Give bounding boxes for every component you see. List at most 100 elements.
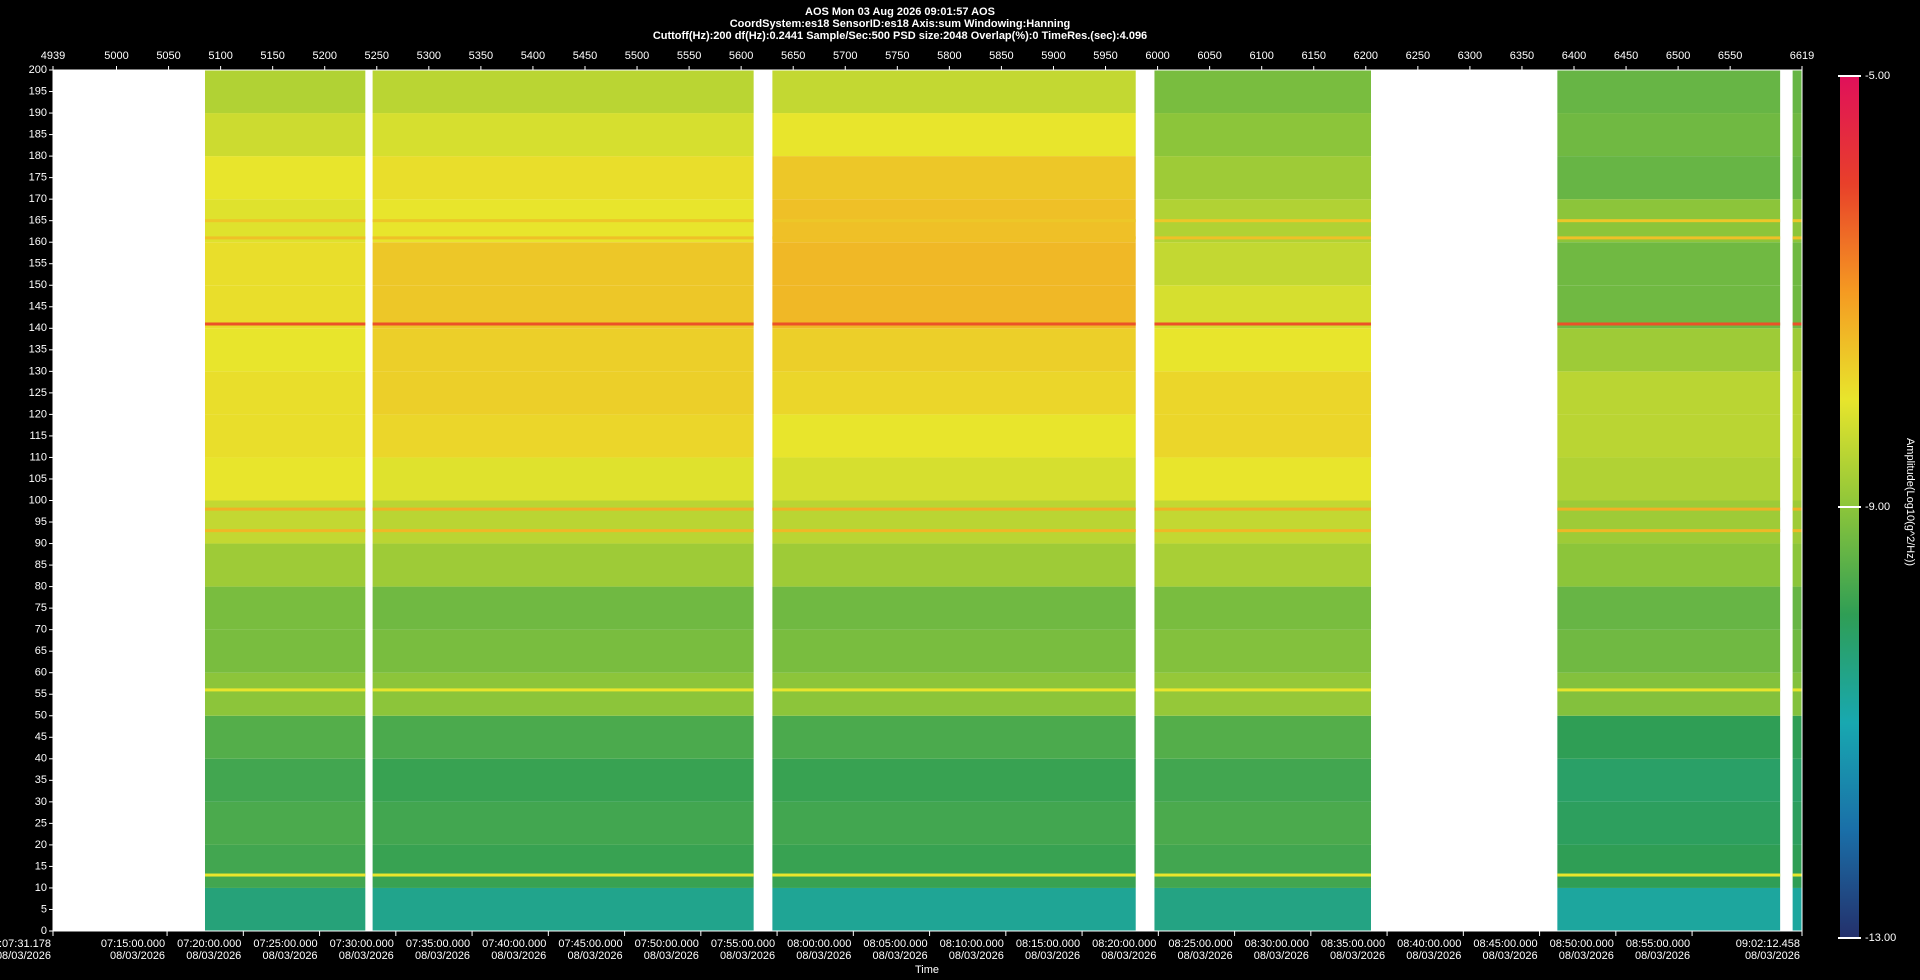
spectral-line <box>772 322 1136 326</box>
heatmap-cell <box>772 371 1136 415</box>
spectral-line <box>1557 688 1781 692</box>
heatmap-cell <box>1557 70 1781 114</box>
heatmap-cell <box>372 328 754 372</box>
heatmap-cell <box>1557 758 1781 802</box>
y-tick-label: 155 <box>29 258 47 270</box>
heatmap-cell <box>1154 629 1371 673</box>
heatmap-cell <box>204 672 366 716</box>
heatmap-cell <box>1792 672 1802 716</box>
x2-tick-date: 08/03/2026 <box>949 950 1004 962</box>
y-tick-label: 180 <box>29 150 47 162</box>
x2-tick-label: 07:20:00.000 <box>177 938 241 950</box>
y-tick-label: 50 <box>35 710 47 722</box>
x-tick-label: 6550 <box>1718 50 1742 62</box>
y-tick-label: 55 <box>35 688 47 700</box>
heatmap-cell <box>1792 887 1802 931</box>
x-tick-label: 6100 <box>1249 50 1273 62</box>
heatmap-cell <box>372 801 754 845</box>
heatmap-cell <box>1792 629 1802 673</box>
heatmap-cell <box>1154 285 1371 329</box>
x2-tick-date: 08/03/2026 <box>1101 950 1156 962</box>
spectral-line <box>204 873 366 877</box>
x2-tick-label: 07:30:00.000 <box>330 938 394 950</box>
x-tick-label: 6450 <box>1614 50 1638 62</box>
x-tick-label: 5700 <box>833 50 857 62</box>
heatmap-cell <box>772 586 1136 630</box>
x-tick-label: 6050 <box>1197 50 1221 62</box>
heatmap-cell <box>1154 801 1371 845</box>
x2-tick-date: 08/03/2026 <box>1406 950 1461 962</box>
spectral-line <box>1154 236 1371 240</box>
x-tick-label: 6300 <box>1458 50 1482 62</box>
y-tick-label: 120 <box>29 408 47 420</box>
x-tick-label: 6250 <box>1406 50 1430 62</box>
spectral-line <box>372 688 754 692</box>
x-tick-label: 5100 <box>208 50 232 62</box>
x2-tick-date: 08/03/2026 <box>110 950 165 962</box>
spectral-line <box>204 236 366 240</box>
heatmap-cell <box>372 672 754 716</box>
spectral-line <box>1557 322 1781 326</box>
y-tick-label: 140 <box>29 322 47 334</box>
heatmap-cell <box>772 801 1136 845</box>
x-tick-label: 5850 <box>989 50 1013 62</box>
heatmap-cell <box>372 543 754 587</box>
heatmap-cell <box>1792 801 1802 845</box>
x-tick-label: 5950 <box>1093 50 1117 62</box>
heatmap-cell <box>1557 371 1781 415</box>
x2-tick-date: 08/03/2026 <box>1559 950 1614 962</box>
y-tick-label: 5 <box>41 903 47 915</box>
heatmap-cell <box>372 586 754 630</box>
x-tick-label: 4939 <box>41 50 65 62</box>
heatmap-cell <box>372 371 754 415</box>
x-axis-label: Time <box>915 964 939 976</box>
heatmap-cell <box>1557 113 1781 157</box>
heatmap-cell <box>372 715 754 759</box>
heatmap-cell <box>204 113 366 157</box>
heatmap-cell <box>1557 414 1781 458</box>
heatmap-cell <box>1557 457 1781 501</box>
x2-tick-date: 08/03/2026 <box>1178 950 1233 962</box>
heatmap-cell <box>372 844 754 888</box>
y-tick-label: 105 <box>29 473 47 485</box>
y-tick-label: 80 <box>35 581 47 593</box>
spectral-line <box>1557 219 1781 223</box>
y-tick-label: 190 <box>29 107 47 119</box>
heatmap-cell <box>772 715 1136 759</box>
x-tick-label: 5500 <box>625 50 649 62</box>
x-tick-label: 5300 <box>417 50 441 62</box>
heatmap-cell <box>1557 672 1781 716</box>
heatmap-cell <box>204 758 366 802</box>
heatmap-cell <box>372 457 754 501</box>
x2-tick-label: 08:45:00.000 <box>1473 938 1537 950</box>
heatmap-cell <box>1792 414 1802 458</box>
heatmap-cell <box>1792 715 1802 759</box>
spectral-line <box>772 873 1136 877</box>
heatmap-cell <box>1557 242 1781 286</box>
heatmap-cell <box>1154 586 1371 630</box>
spectral-line <box>1154 322 1371 326</box>
heatmap-cell <box>772 414 1136 458</box>
heatmap-cell <box>1154 672 1371 716</box>
x-tick-label: 5800 <box>937 50 961 62</box>
heatmap-cell <box>772 758 1136 802</box>
spectral-line <box>372 219 754 223</box>
x2-tick-label: 07:25:00.000 <box>253 938 317 950</box>
heatmap-cell <box>372 414 754 458</box>
spectral-line <box>1792 236 1802 240</box>
heatmap-cell <box>1792 285 1802 329</box>
heatmap-cell <box>204 457 366 501</box>
heatmap-cell <box>372 156 754 200</box>
y-tick-label: 125 <box>29 387 47 399</box>
x-tick-label: 5050 <box>156 50 180 62</box>
x2-tick-label: 07:07:31.178 <box>0 938 51 950</box>
spectral-line <box>1154 529 1371 533</box>
spectral-line <box>1154 873 1371 877</box>
y-tick-label: 150 <box>29 279 47 291</box>
heatmap-cell <box>1154 887 1371 931</box>
x2-tick-label: 08:20:00.000 <box>1092 938 1156 950</box>
y-tick-label: 10 <box>35 882 47 894</box>
x-tick-label: 5000 <box>104 50 128 62</box>
x-tick-label: 5200 <box>312 50 336 62</box>
heatmap-cell <box>1792 156 1802 200</box>
